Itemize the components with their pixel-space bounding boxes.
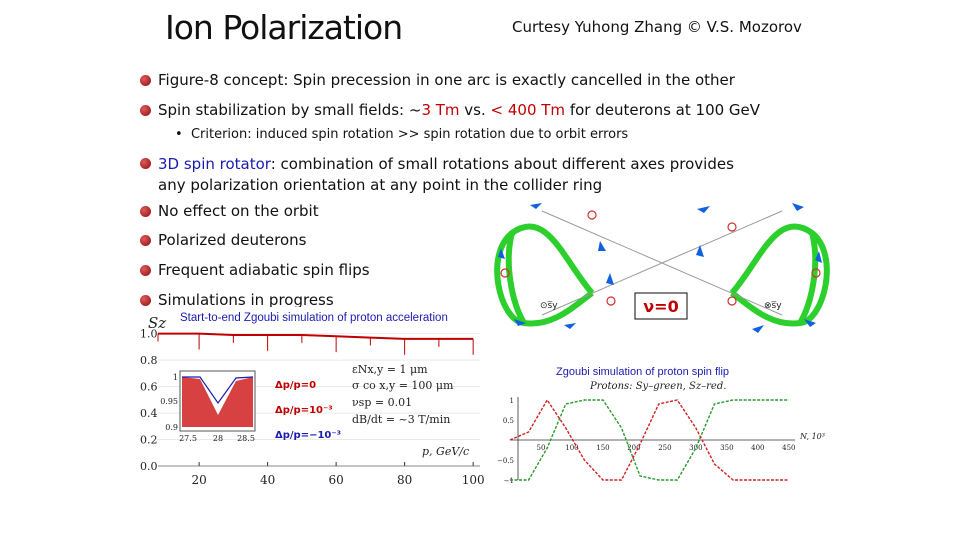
x-tick-label: 250 [658, 444, 671, 452]
sz-series-line [509, 398, 789, 481]
x-tick-label: 150 [596, 444, 609, 452]
y-tick-label: 0.4 [140, 407, 158, 420]
x-tick-label: 60 [328, 473, 343, 487]
inset-y-tick-label: 0.95 [160, 397, 178, 406]
inset-red-band [182, 377, 253, 427]
inset-x-tick-label: 27.5 [179, 434, 197, 443]
b2-field-small: 3 Tm [421, 101, 460, 119]
left-arc [494, 223, 595, 327]
y-tick-label: −0.5 [497, 457, 514, 465]
right-plot-series [509, 398, 789, 481]
spin-flip-plot: Zgoubi simulation of proton spin flip Pr… [497, 366, 825, 485]
inset-legend: Δp/p=0 Δp/p=10⁻³ Δp/p=−10⁻³ [275, 380, 341, 441]
y-tick-label: 0.6 [140, 381, 158, 394]
x-tick-label: 20 [191, 473, 206, 487]
x-tick-label: 200 [627, 444, 640, 452]
param-nusp: νsp = 0.01 [352, 396, 412, 409]
y-tick-label: 0.0 [140, 460, 158, 473]
left-plot-series [157, 332, 474, 355]
right-plot-axes: 1 0.5 −0.5 −1 50 100 150 200 250 300 350 400 450 [497, 397, 795, 485]
bullet-dot [140, 295, 151, 306]
inset-x-tick-label: 28.5 [237, 434, 255, 443]
param-orbit: σ co x,y = 100 μm [352, 379, 454, 392]
acceleration-caption: Start-to-end Zgoubi simulation of proton… [180, 312, 448, 324]
bullet-figure8: Figure-8 concept: Spin precession in one… [158, 71, 735, 89]
crossing-line-2 [541, 210, 783, 316]
bullet-spin-flips: Frequent adiabatic spin flips [158, 261, 370, 279]
x-tick-label: 40 [260, 473, 275, 487]
bullet-dot [140, 235, 151, 246]
bullet-no-orbit-effect: No effect on the orbit [158, 202, 319, 220]
sub-bullet-criterion: • Criterion: induced spin rotation >> sp… [175, 127, 629, 142]
b2-field-large: < 400 Tm [490, 101, 566, 119]
bullet-dot [140, 105, 151, 116]
nu-label: ν=0 [643, 297, 678, 316]
sim-parameters: εNx,y = 1 μm σ co x,y = 100 μm νsp = 0.0… [352, 363, 454, 426]
left-plot-axes: 1.0 0.8 0.6 0.4 0.2 0.0 20 40 60 80 100 [140, 328, 485, 487]
acceleration-plot: Start-to-end Zgoubi simulation of proton… [140, 312, 485, 487]
inset-plot: 1 0.95 0.927.5 28 28.5 [160, 373, 255, 443]
bullet-spin-rotator: 3D spin rotator: combination of small ro… [158, 154, 734, 196]
bullet-spin-stabilization: Spin stabilization by small fields: ~3 T… [158, 101, 760, 119]
bullet-simulations: Simulations in progress [158, 291, 334, 307]
y-tick-label: −1 [504, 477, 514, 485]
credit-line: Curtesy Yuhong Zhang © V.S. Mozorov [512, 18, 802, 36]
sz-axis-label: Sz [148, 314, 166, 332]
sy-right-label: ⊗s̅y [764, 301, 782, 311]
right-arc [729, 223, 830, 327]
bullet-dot [140, 158, 151, 169]
figure8-ring-diagram: ν=0 ⊙s̅y ⊗s̅y [494, 203, 830, 333]
x-tick-label: 400 [751, 444, 764, 452]
b2-mid: vs. [459, 101, 491, 119]
inset-x-tick-label: 28 [213, 434, 223, 443]
momentum-axis-label: p, GeV/c [422, 445, 469, 458]
b2-post: for deuterons at 100 GeV [565, 101, 761, 119]
x-tick-label: 450 [782, 444, 795, 452]
x-tick-label: 300 [689, 444, 702, 452]
inset-y-tick-label: 1 [173, 373, 178, 382]
x-tick-label: 80 [397, 473, 412, 487]
x-tick-label: 350 [720, 444, 733, 452]
y-tick-label: 1 [510, 397, 514, 405]
n-axis-label: N, 10³ [799, 432, 825, 441]
inset-y-tick-label: 0.9 [165, 423, 178, 432]
b3-line2: any polarization orientation at any poin… [158, 176, 603, 194]
legend-dp-plus: Δp/p=10⁻³ [275, 405, 333, 416]
y-tick-label: 0.5 [503, 417, 514, 425]
spin-flip-header: Protons: Sy–green, Sz–red. [589, 381, 726, 392]
param-emittance: εNx,y = 1 μm [352, 363, 428, 376]
spin-arrows [498, 203, 822, 333]
sy-left-label: ⊙s̅y [540, 301, 558, 311]
left-arc-outer [505, 232, 527, 325]
x-tick-label: 100 [462, 473, 485, 487]
x-tick-label: 100 [565, 444, 578, 452]
marker-circles [500, 210, 821, 306]
y-tick-label: 0.2 [140, 434, 158, 447]
legend-dp-minus: Δp/p=−10⁻³ [275, 430, 341, 441]
sy-series-line [510, 399, 789, 481]
right-arc-outer [797, 232, 819, 325]
legend-dp0: Δp/p=0 [275, 380, 316, 391]
slide-title: Ion Polarization [165, 8, 403, 47]
bullet-polarized-deuterons: Polarized deuterons [158, 231, 307, 249]
y-tick-label: 0.8 [140, 354, 158, 367]
spin-flip-caption: Zgoubi simulation of proton spin flip [556, 366, 729, 378]
b2-pre: Spin stabilization by small fields: ~ [158, 101, 422, 119]
nu-label-box [634, 292, 688, 320]
bullet-dot [140, 265, 151, 276]
param-ramp: dB/dt = ~3 T/min [352, 413, 450, 426]
b3-rest: : combination of small rotations about d… [270, 155, 734, 173]
bullet-dot [140, 206, 151, 217]
bullet-dot [140, 75, 151, 86]
x-tick-label: 50 [537, 444, 546, 452]
criterion-text: Criterion: induced spin rotation >> spin… [190, 127, 629, 142]
inset-blue-curve [182, 376, 254, 405]
sz-series-line [158, 332, 474, 340]
spin-rotator-term: 3D spin rotator [158, 155, 271, 173]
y-tick-label: 1.0 [140, 328, 158, 341]
